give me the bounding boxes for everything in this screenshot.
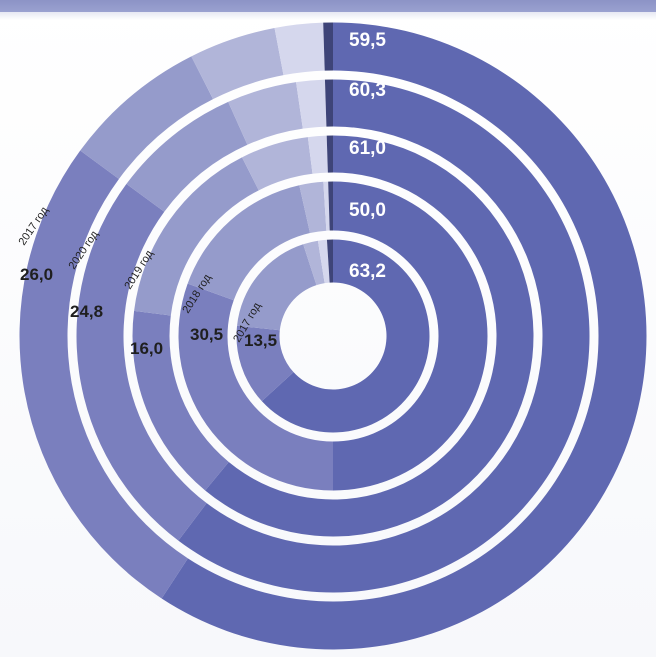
ring-5-left-label: 13,5 [244,331,277,350]
ring-1-segment-3 [80,56,214,179]
ring-1-segment-5 [274,22,325,76]
ring-5-segment-3 [237,244,317,331]
ring-4-segment-1 [333,181,488,491]
ring-1-segment-6 [323,22,333,71]
ring-2-segment-3 [126,101,248,212]
ring-4-segment-5 [323,181,330,231]
ring-4-right-label: 50,0 [349,200,386,221]
ring-1-left-label: 26,0 [20,265,53,284]
ring-4-segment-4 [299,181,327,234]
ring-2-segment-6 [324,79,333,127]
top-band [0,0,656,12]
top-band-shadow [0,12,656,20]
ring-2-left-label: 24,8 [70,302,103,321]
ring-2-segment-4 [228,82,303,145]
ring-3-segment-4 [241,137,313,191]
ring-3-segment-5 [307,135,328,174]
ring-5-segment-1 [261,239,430,433]
ring-2-segment-2 [76,183,207,541]
ring-5-segment-4 [303,240,325,286]
ring-1-segment-2 [19,150,188,599]
ring-3-right-label: 61,0 [349,138,386,159]
ring-1-segment-4 [191,27,284,100]
ring-1-right-label: 59,5 [349,30,386,51]
ring-4-segment-6 [328,181,333,231]
ring-3-segment-3 [134,157,259,316]
ring-4-segment-2 [178,283,333,491]
rings-group [19,22,647,650]
ring-5-segment-2 [236,325,294,402]
ring-3-left-label: 16,0 [130,339,163,358]
ring-2-right-label: 60,3 [349,80,386,101]
ring-5-segment-6 [326,239,333,283]
ring-5-right-label: 63,2 [349,261,386,282]
ring-5-segment-5 [317,239,330,284]
ring-2-segment-5 [296,79,327,129]
ring-1-segment-1 [161,22,647,650]
ring-4-left-label: 30,5 [190,325,223,344]
ring-3-segment-6 [326,135,333,173]
ring-4-segment-3 [187,185,310,301]
ring-3-segment-2 [132,310,229,491]
ring-2-segment-1 [178,79,590,593]
ring-3-segment-1 [205,135,534,537]
